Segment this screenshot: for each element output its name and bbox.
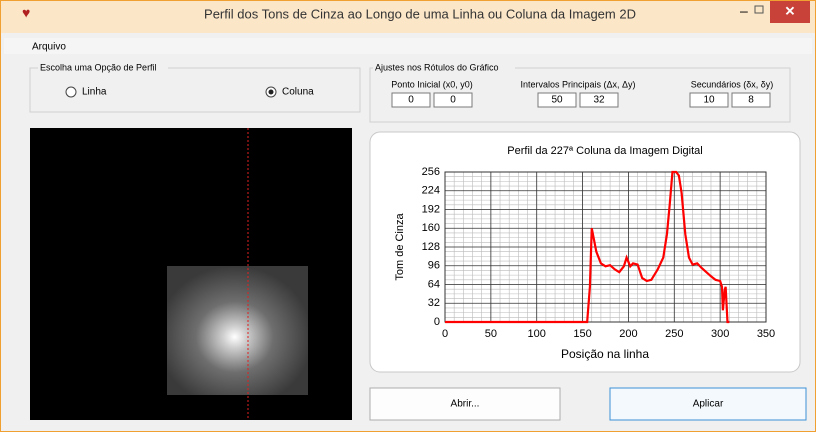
x-tick-label: 0	[442, 328, 448, 340]
close-button[interactable]	[770, 1, 810, 23]
maximize-button[interactable]	[754, 5, 764, 14]
input-value[interactable]: 0	[408, 95, 414, 106]
plot-frame	[444, 171, 767, 323]
app-icon: ♥	[22, 5, 30, 21]
input-value[interactable]: 50	[551, 95, 563, 106]
button-label[interactable]: Abrir...	[451, 399, 480, 410]
input-value[interactable]: 32	[593, 95, 605, 106]
text-input[interactable]	[689, 92, 729, 108]
text-input[interactable]	[433, 92, 473, 108]
radio-label[interactable]: Coluna	[282, 87, 314, 98]
x-tick-label: 100	[528, 328, 546, 340]
y-tick-label: 160	[422, 222, 440, 234]
window-title: Perfil dos Tons de Cinza ao Longo de uma…	[204, 6, 636, 21]
image-content	[167, 266, 308, 395]
group-box	[29, 67, 361, 113]
x-tick-label: 200	[619, 328, 637, 340]
x-tick-label: 350	[757, 328, 775, 340]
group-title-bg	[38, 63, 168, 73]
group-title: Ajustes nos Rótulos do Gráfico	[375, 62, 499, 72]
input-value[interactable]: 8	[748, 95, 754, 106]
radio-button[interactable]	[65, 86, 77, 98]
chart-title: Perfil da 227ª Coluna da Imagem Digital	[507, 145, 702, 157]
group-title-bg	[373, 63, 515, 73]
x-axis-label: Posição na linha	[561, 347, 649, 361]
radio-label[interactable]: Linha	[82, 87, 107, 98]
y-tick-label: 192	[422, 203, 440, 215]
field-label: Intervalos Principais (Δx, Δy)	[520, 79, 635, 89]
input-value[interactable]: 0	[450, 95, 456, 106]
close-icon: ✕	[785, 3, 796, 18]
y-axis-label: Tom de Cinza	[394, 212, 406, 280]
menu-item[interactable]: Arquivo	[32, 42, 66, 53]
x-tick-label: 150	[573, 328, 591, 340]
group-title: Escolha uma Opção de Perfil	[40, 62, 157, 72]
field-label: Ponto Inicial (x0, y0)	[391, 79, 473, 89]
radio-dot	[268, 89, 274, 95]
profile-line	[445, 170, 730, 324]
button[interactable]	[369, 387, 561, 421]
y-tick-label: 128	[422, 241, 440, 253]
input-value[interactable]: 10	[703, 95, 715, 106]
x-tick-label: 300	[711, 328, 729, 340]
y-tick-label: 32	[428, 297, 440, 309]
y-tick-label: 0	[434, 316, 440, 328]
group-box	[369, 67, 791, 123]
y-tick-label: 256	[422, 166, 440, 178]
title-bar	[1, 1, 815, 33]
text-input[interactable]	[731, 92, 771, 108]
button[interactable]	[609, 387, 807, 421]
minimize-button[interactable]: –	[740, 3, 748, 19]
y-tick-label: 64	[428, 278, 440, 290]
button-label[interactable]: Aplicar	[693, 399, 724, 410]
y-tick-label: 224	[422, 185, 440, 197]
y-tick-label: 96	[428, 260, 440, 272]
text-input[interactable]	[579, 92, 619, 108]
x-tick-label: 50	[485, 328, 497, 340]
menu-bar	[4, 38, 812, 54]
text-input[interactable]	[391, 92, 431, 108]
text-input[interactable]	[537, 92, 577, 108]
x-tick-label: 250	[665, 328, 683, 340]
field-label: Secundários (δx, δy)	[691, 79, 774, 89]
